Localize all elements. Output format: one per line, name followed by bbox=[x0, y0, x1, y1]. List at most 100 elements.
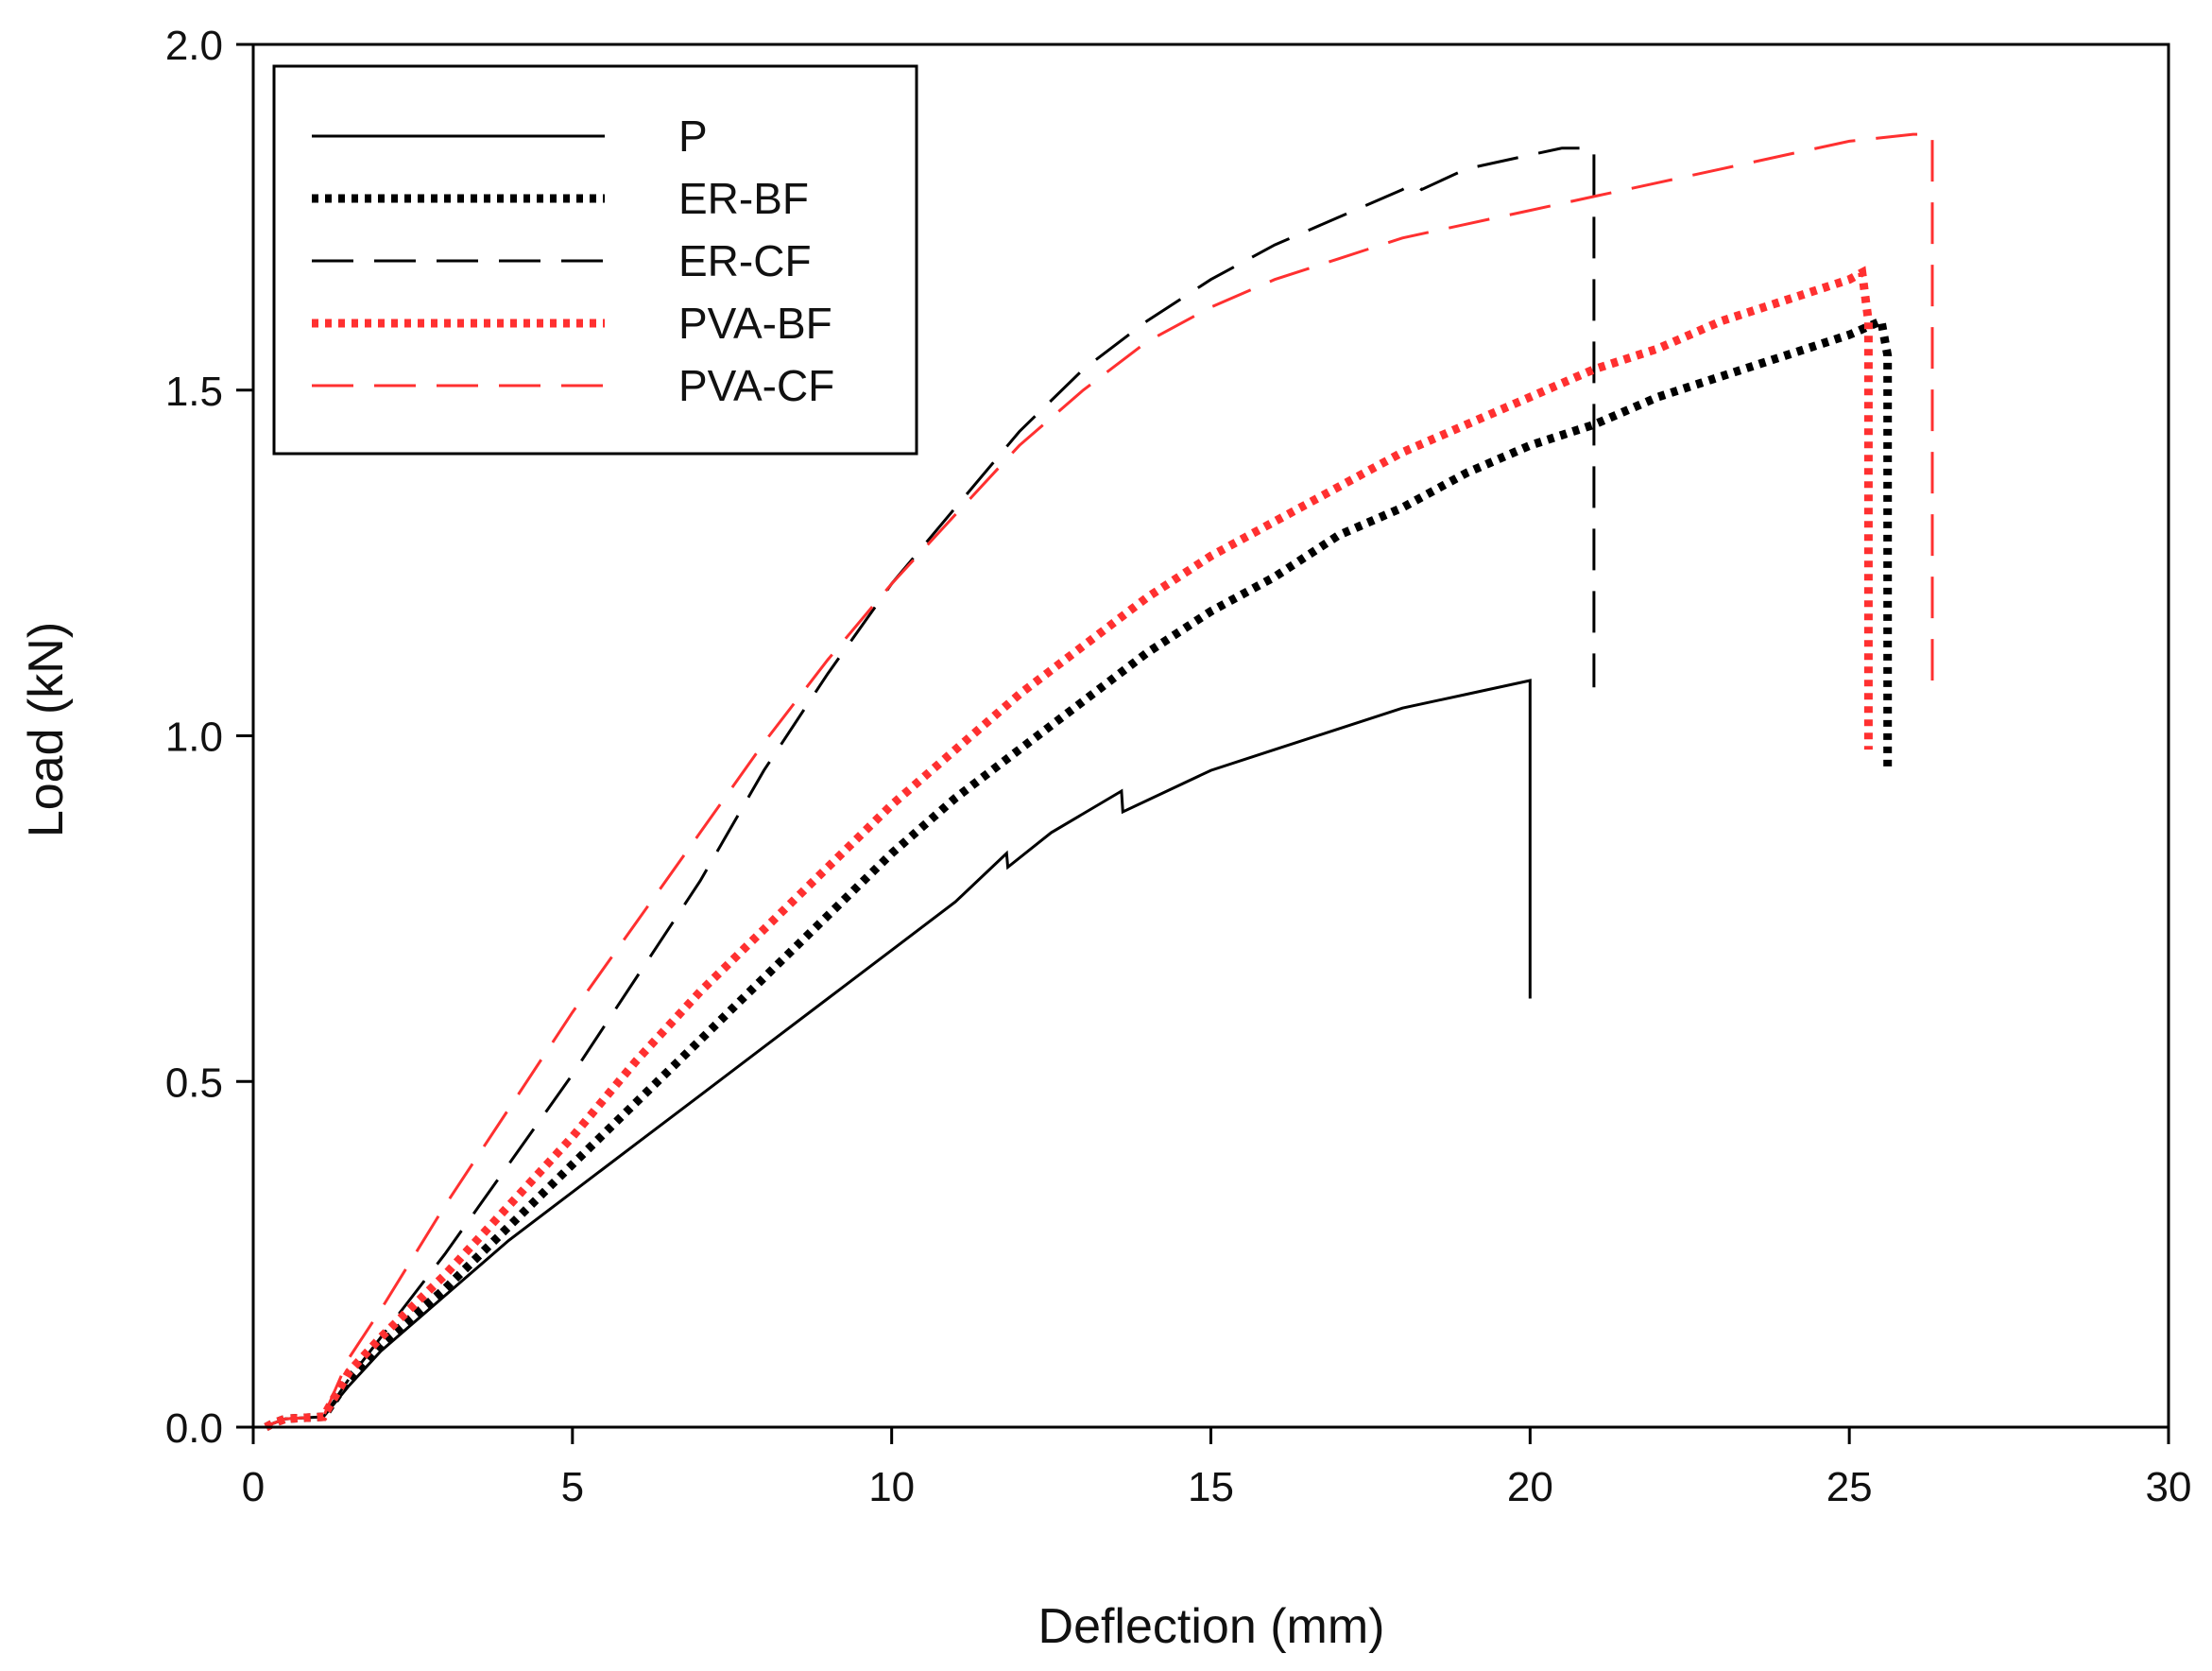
data-point-er-cf-10 bbox=[699, 880, 702, 883]
x-tick-label-4: 20 bbox=[1507, 1464, 1553, 1510]
data-point-p-24 bbox=[1465, 693, 1467, 696]
data-point-pva-bf-8 bbox=[571, 1135, 574, 1138]
data-point-pva-bf-14 bbox=[954, 749, 957, 751]
data-point-er-bf-31 bbox=[1886, 769, 1889, 772]
legend-label-er-bf: ER-BF bbox=[678, 174, 809, 223]
data-point-er-bf-11 bbox=[763, 976, 765, 979]
data-point-er-bf-15 bbox=[1018, 749, 1020, 751]
axes-layer: 0 5 10 15 20 25 30 0.0 0.5 1.0 1.5 2.0 bbox=[165, 23, 2192, 1510]
data-point-pva-cf-14 bbox=[954, 513, 957, 516]
data-point-pva-bf-4 bbox=[348, 1370, 351, 1373]
data-point-p-8 bbox=[571, 1191, 574, 1194]
x-axis-title: Deflection (mm) bbox=[1038, 1599, 1385, 1654]
data-point-pva-cf-3 bbox=[322, 1416, 325, 1419]
data-point-er-bf-9 bbox=[635, 1101, 638, 1104]
data-point-pva-cf-2 bbox=[283, 1418, 286, 1421]
x-tick-label-3: 15 bbox=[1188, 1464, 1234, 1510]
data-point-p-18 bbox=[1120, 790, 1123, 793]
data-point-pva-cf-20 bbox=[1337, 257, 1340, 260]
x-tick-label-6: 30 bbox=[2146, 1464, 2192, 1510]
data-point-pva-bf-19 bbox=[1274, 520, 1277, 523]
data-point-er-cf-17 bbox=[1145, 319, 1148, 322]
data-point-er-bf-10 bbox=[699, 1039, 702, 1042]
data-point-pva-cf-26 bbox=[1721, 167, 1723, 170]
data-point-pva-cf-29 bbox=[1912, 133, 1914, 136]
data-point-er-bf-6 bbox=[443, 1287, 446, 1290]
data-point-er-cf-15 bbox=[1018, 430, 1020, 433]
data-point-p-26 bbox=[1529, 997, 1532, 1000]
data-point-er-bf-13 bbox=[890, 852, 893, 854]
data-point-er-cf-20 bbox=[1337, 215, 1340, 218]
data-point-er-cf-9 bbox=[635, 976, 638, 979]
data-point-er-bf-17 bbox=[1145, 651, 1148, 654]
data-point-er-bf-21 bbox=[1401, 507, 1404, 509]
series-line-er-cf bbox=[265, 146, 1596, 1429]
data-point-pva-cf-1 bbox=[271, 1422, 274, 1425]
x-tick-label-0: 0 bbox=[242, 1464, 265, 1510]
data-point-pva-bf-24 bbox=[1592, 368, 1595, 370]
data-point-pva-cf-25 bbox=[1656, 181, 1659, 184]
data-point-p-17 bbox=[1050, 831, 1053, 834]
data-point-pva-bf-21 bbox=[1401, 451, 1404, 454]
data-point-pva-bf-16 bbox=[1082, 645, 1085, 647]
data-point-er-bf-5 bbox=[380, 1343, 383, 1346]
data-point-pva-cf-23 bbox=[1529, 209, 1532, 212]
data-point-er-cf-27 bbox=[1592, 146, 1595, 149]
data-point-er-cf-28 bbox=[1592, 686, 1595, 689]
data-point-p-20 bbox=[1209, 769, 1212, 772]
data-point-pva-bf-17 bbox=[1145, 596, 1148, 599]
data-point-pva-bf-18 bbox=[1209, 555, 1212, 558]
data-point-p-11 bbox=[763, 1045, 765, 1048]
data-point-er-cf-7 bbox=[507, 1163, 510, 1166]
data-point-er-bf-20 bbox=[1337, 534, 1340, 537]
y-tick-label-1: 0.5 bbox=[165, 1059, 223, 1106]
data-point-pva-bf-23 bbox=[1529, 396, 1532, 399]
data-point-pva-cf-7 bbox=[507, 1108, 510, 1111]
data-point-pva-bf-30 bbox=[1867, 319, 1870, 322]
data-point-pva-cf-24 bbox=[1592, 195, 1595, 198]
data-point-pva-cf-11 bbox=[763, 741, 765, 744]
data-point-p-10 bbox=[699, 1094, 702, 1096]
data-point-er-bf-18 bbox=[1209, 610, 1212, 612]
data-point-p-19 bbox=[1122, 811, 1124, 814]
y-tick-label-0: 0.0 bbox=[165, 1405, 223, 1452]
data-point-pva-cf-4 bbox=[348, 1356, 351, 1359]
data-point-er-bf-16 bbox=[1082, 699, 1085, 702]
data-point-pva-cf-13 bbox=[890, 582, 893, 585]
data-point-pva-bf-6 bbox=[443, 1274, 446, 1277]
data-point-er-bf-12 bbox=[827, 914, 830, 917]
data-point-p-6 bbox=[443, 1295, 446, 1298]
data-point-pva-cf-5 bbox=[380, 1308, 383, 1311]
data-point-pva-cf-28 bbox=[1848, 140, 1851, 143]
data-point-pva-cf-9 bbox=[635, 922, 638, 924]
data-point-er-cf-22 bbox=[1414, 181, 1416, 184]
data-point-er-cf-12 bbox=[827, 672, 830, 675]
data-point-pva-bf-5 bbox=[380, 1335, 383, 1338]
data-point-pva-bf-10 bbox=[699, 991, 702, 993]
data-point-er-bf-14 bbox=[954, 797, 957, 800]
y-tick-label-2: 1.0 bbox=[165, 715, 223, 761]
legend: P ER-BF ER-CF PVA-BF PVA-CF bbox=[272, 64, 918, 456]
data-point-pva-bf-12 bbox=[827, 866, 830, 869]
data-point-pva-bf-22 bbox=[1465, 423, 1467, 426]
data-point-p-14 bbox=[954, 901, 957, 904]
legend-label-pva-cf: PVA-CF bbox=[678, 361, 834, 410]
data-point-pva-bf-15 bbox=[1018, 693, 1020, 696]
x-tick-label-5: 25 bbox=[1826, 1464, 1873, 1510]
data-point-pva-cf-8 bbox=[571, 1011, 574, 1014]
series-layer bbox=[264, 132, 1934, 1431]
data-point-pva-cf-30 bbox=[1931, 133, 1934, 136]
data-point-p-21 bbox=[1274, 749, 1277, 751]
data-point-er-cf-16 bbox=[1082, 368, 1085, 370]
data-point-pva-bf-7 bbox=[507, 1204, 510, 1207]
data-point-pva-cf-6 bbox=[443, 1204, 446, 1207]
data-point-er-bf-26 bbox=[1721, 375, 1723, 378]
series-line-pva-bf bbox=[264, 266, 1873, 1431]
data-point-er-bf-28 bbox=[1848, 334, 1851, 336]
data-point-er-cf-23 bbox=[1420, 188, 1423, 191]
data-point-pva-bf-28 bbox=[1848, 278, 1851, 281]
series-points-p bbox=[265, 680, 1532, 1429]
data-point-er-cf-14 bbox=[954, 507, 957, 509]
data-point-pva-cf-16 bbox=[1082, 388, 1085, 391]
data-point-p-25 bbox=[1529, 680, 1532, 682]
